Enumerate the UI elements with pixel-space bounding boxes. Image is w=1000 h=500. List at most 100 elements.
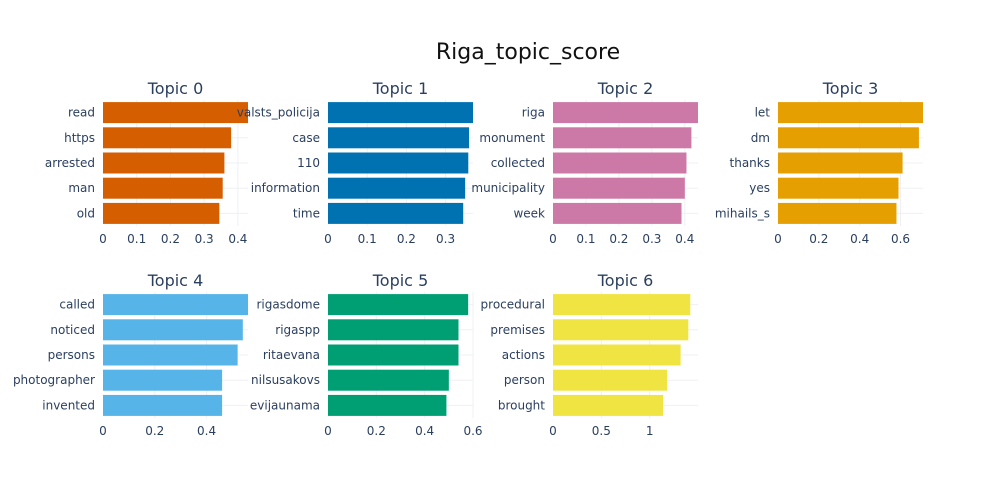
bar-called — [103, 294, 248, 316]
bar-information — [328, 177, 466, 199]
bar-time — [328, 202, 464, 224]
bar-brought — [553, 394, 664, 416]
subplot-title: Topic 5 — [372, 271, 429, 290]
category-label: old — [77, 206, 95, 220]
x-tick-label: 0.2 — [809, 232, 828, 246]
x-tick-label: 0.2 — [145, 424, 164, 438]
category-label: yes — [749, 181, 770, 195]
bar-arrested — [103, 152, 225, 174]
subplot-topic-2: Topic 2 riga monument collected municipality… — [471, 79, 698, 246]
x-tick-label: 0.2 — [367, 424, 386, 438]
subplot-topic-5: Topic 5 rigasdome rigaspp ritaevana nilsusak… — [250, 271, 483, 438]
category-label: municipality — [471, 181, 545, 195]
bar-dm — [778, 127, 919, 149]
subplot-title: Topic 3 — [822, 79, 879, 98]
x-tick-label: 0 — [549, 232, 557, 246]
category-label: ritaevana — [263, 348, 320, 362]
bar-rigasdome — [328, 294, 469, 316]
x-tick-label: 0.6 — [463, 424, 482, 438]
subplot-title: Topic 2 — [597, 79, 654, 98]
x-tick-label: 0 — [324, 232, 332, 246]
x-tick-label: 0.4 — [850, 232, 869, 246]
subplot-topic-0: Topic 0 read https arrested man old 0 0.1 0.2 0.3… — [45, 79, 248, 246]
subplot-title: Topic 0 — [147, 79, 204, 98]
bar-https — [103, 127, 232, 149]
x-tick-label: 0 — [549, 424, 557, 438]
subplot-topic-4: Topic 4 called noticed persons photographer i… — [13, 271, 248, 438]
x-tick-label: 0.2 — [161, 232, 180, 246]
category-label: brought — [498, 398, 545, 412]
category-label: invented — [42, 398, 95, 412]
category-label: person — [504, 373, 545, 387]
category-label: monument — [479, 131, 545, 145]
category-label: nilsusakovs — [251, 373, 320, 387]
category-label: case — [292, 131, 320, 145]
category-label: man — [68, 181, 95, 195]
subplot-title: Topic 1 — [372, 79, 429, 98]
category-label: valsts_policija — [237, 106, 320, 120]
bar-mihails_s — [778, 202, 897, 224]
bar-noticed — [103, 319, 243, 341]
x-tick-label: 0.3 — [436, 232, 455, 246]
bar-read — [103, 102, 248, 124]
category-label: https — [64, 131, 95, 145]
x-tick-label: 0.4 — [197, 424, 216, 438]
category-label: rigaspp — [275, 323, 320, 337]
subplot-title: Topic 4 — [147, 271, 204, 290]
bar-municipality — [553, 177, 685, 199]
bar-110 — [328, 152, 469, 174]
category-label: arrested — [45, 156, 95, 170]
subplot-title: Topic 6 — [597, 271, 654, 290]
category-label: time — [293, 206, 320, 220]
category-label: dm — [751, 131, 770, 145]
category-label: photographer — [13, 373, 95, 387]
category-label: premises — [490, 323, 545, 337]
bar-ritaevana — [328, 344, 459, 366]
category-label: evijaunama — [250, 398, 320, 412]
bar-evijaunama — [328, 394, 447, 416]
category-label: persons — [48, 348, 95, 362]
x-tick-label: 0.1 — [576, 232, 595, 246]
x-tick-label: 0.1 — [358, 232, 377, 246]
category-label: noticed — [50, 323, 95, 337]
figure-title: Riga_topic_score — [435, 40, 621, 65]
bar-man — [103, 177, 223, 199]
bar-invented — [103, 394, 223, 416]
bar-yes — [778, 177, 899, 199]
bar-actions — [553, 344, 681, 366]
bar-valsts_policija — [328, 102, 473, 124]
bar-photographer — [103, 369, 223, 391]
x-tick-label: 0.3 — [642, 232, 661, 246]
category-label: 110 — [297, 156, 320, 170]
category-label: information — [251, 181, 320, 195]
bar-procedural — [553, 294, 691, 316]
x-tick-label: 0 — [99, 232, 107, 246]
x-tick-label: 0.4 — [675, 232, 694, 246]
x-tick-label: 0.2 — [397, 232, 416, 246]
category-label: mihails_s — [715, 206, 770, 220]
category-label: called — [59, 298, 95, 312]
x-tick-label: 0.5 — [592, 424, 611, 438]
category-label: collected — [491, 156, 545, 170]
x-tick-label: 0 — [774, 232, 782, 246]
bar-persons — [103, 344, 238, 366]
x-tick-label: 0.1 — [127, 232, 146, 246]
category-label: rigasdome — [256, 298, 320, 312]
x-tick-label: 0.3 — [195, 232, 214, 246]
bar-monument — [553, 127, 692, 149]
category-label: thanks — [730, 156, 770, 170]
category-label: read — [68, 106, 95, 120]
bar-old — [103, 202, 220, 224]
category-label: procedural — [481, 298, 545, 312]
category-label: week — [513, 206, 545, 220]
category-label: actions — [502, 348, 545, 362]
x-tick-label: 1 — [646, 424, 654, 438]
bar-riga — [553, 102, 698, 124]
category-label: let — [755, 106, 771, 120]
bar-week — [553, 202, 682, 224]
bar-nilsusakovs — [328, 369, 449, 391]
bar-rigaspp — [328, 319, 459, 341]
bar-case — [328, 127, 470, 149]
